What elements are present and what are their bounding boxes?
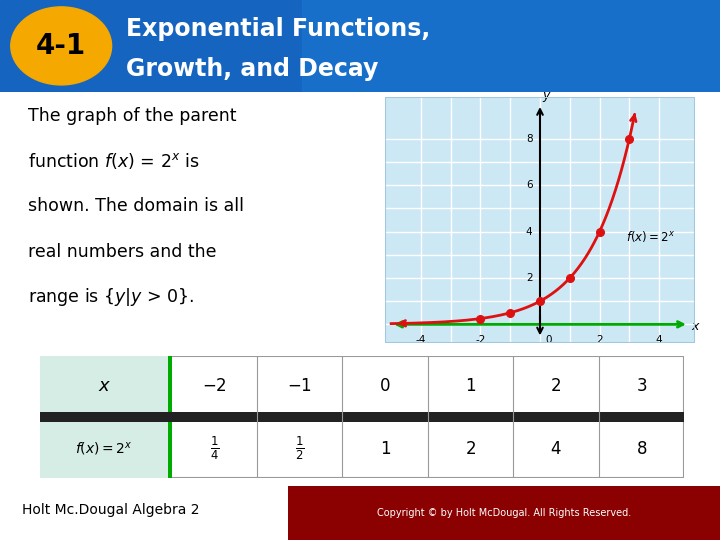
Text: Copyright © by Holt McDougal. All Rights Reserved.: Copyright © by Holt McDougal. All Rights… [377,508,631,518]
Text: y: y [542,89,549,102]
Text: $f(x)=2^x$: $f(x)=2^x$ [626,229,675,244]
Text: x: x [692,320,699,333]
Text: Growth, and Decay: Growth, and Decay [126,57,379,81]
Text: -4: -4 [415,335,426,345]
Ellipse shape [11,7,112,85]
Text: 2: 2 [596,335,603,345]
Text: $f(x) = 2^x$: $f(x) = 2^x$ [75,440,133,457]
Bar [302,0,720,92]
Bar [40,413,684,422]
Bar [40,356,168,478]
Text: $2$: $2$ [550,376,562,395]
Text: 4: 4 [656,335,662,345]
Text: $8$: $8$ [636,440,647,458]
Bar [168,356,171,478]
Text: Exponential Functions,: Exponential Functions, [126,17,431,42]
Text: $-1$: $-1$ [287,376,312,395]
Text: -2: -2 [475,335,486,345]
Text: $3$: $3$ [636,376,647,395]
Text: real numbers and the: real numbers and the [28,242,217,261]
Text: $2$: $2$ [465,440,476,458]
Text: $-2$: $-2$ [202,376,227,395]
Text: 6: 6 [526,180,533,190]
Text: $1$: $1$ [465,376,476,395]
Text: 8: 8 [526,134,533,144]
Text: The graph of the parent: The graph of the parent [28,107,237,125]
Text: $1$: $1$ [379,440,391,458]
Text: shown. The domain is all: shown. The domain is all [28,198,244,215]
Text: Holt Mc.Dougal Algebra 2: Holt Mc.Dougal Algebra 2 [22,503,199,517]
Text: 2: 2 [526,273,533,283]
Text: function $f(x)$ = 2$^x$ is: function $f(x)$ = 2$^x$ is [28,151,200,171]
Text: 4-1: 4-1 [36,32,86,60]
Text: $0$: $0$ [379,376,391,395]
Text: $\frac{1}{2}$: $\frac{1}{2}$ [295,435,305,462]
Text: x: x [99,376,109,395]
Text: $4$: $4$ [550,440,562,458]
Text: 4: 4 [526,227,533,237]
Text: range is {$y$|$y$ > 0}.: range is {$y$|$y$ > 0}. [28,286,194,308]
Bar [288,486,720,540]
Text: 0: 0 [545,335,552,345]
Text: $\frac{1}{4}$: $\frac{1}{4}$ [210,435,219,462]
